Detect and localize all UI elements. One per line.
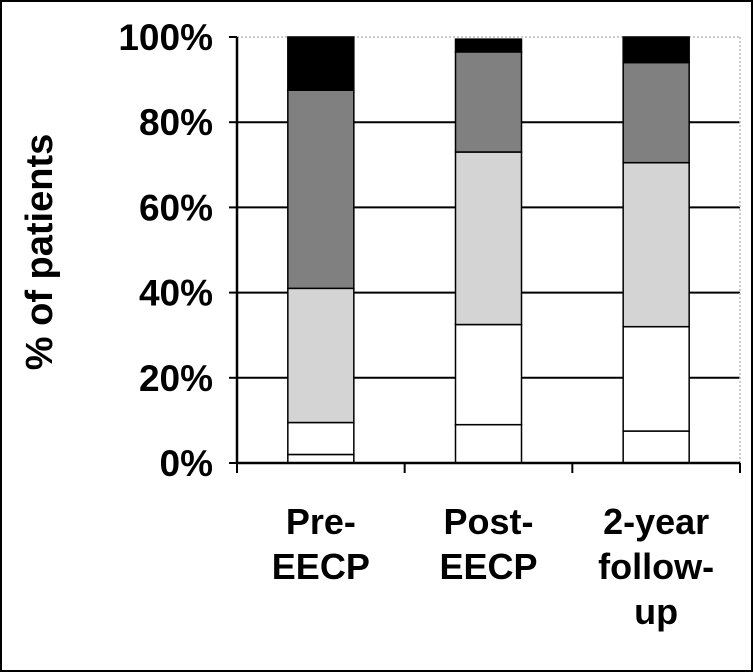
y-tick-label: 80% bbox=[139, 102, 213, 143]
y-tick-label: 20% bbox=[139, 358, 213, 399]
category-label: EECP bbox=[272, 546, 370, 587]
category-label: follow- bbox=[598, 546, 714, 587]
y-tick-label: 60% bbox=[139, 187, 213, 228]
bar-segment-2-3 bbox=[454, 151, 523, 326]
y-tick-label: 0% bbox=[160, 443, 213, 484]
y-axis-label: % of patients bbox=[19, 134, 61, 370]
bar-segment-1-4 bbox=[287, 89, 355, 290]
bar-segment-2-2 bbox=[454, 323, 523, 426]
category-label: up bbox=[634, 591, 678, 632]
y-tick-label: 40% bbox=[139, 273, 213, 314]
bar-segment-3-2 bbox=[622, 325, 690, 432]
axes bbox=[229, 36, 741, 473]
bar-segment-2-4 bbox=[454, 51, 523, 153]
category-label: Post- bbox=[444, 501, 534, 542]
bar-segment-1-3 bbox=[287, 287, 355, 424]
bar-segment-2-5 bbox=[454, 38, 523, 53]
bar-segment-3-3 bbox=[622, 161, 690, 328]
bar-segment-3-4 bbox=[622, 61, 690, 164]
bar-segment-1-2 bbox=[287, 421, 355, 456]
bars bbox=[287, 36, 690, 464]
bar-segment-1-1 bbox=[287, 453, 355, 464]
bar-segment-3-5 bbox=[622, 36, 690, 64]
bar-segment-1-5 bbox=[287, 36, 355, 91]
category-label: EECP bbox=[439, 546, 537, 587]
bar-segment-3-1 bbox=[622, 430, 690, 464]
y-tick-label: 100% bbox=[118, 17, 213, 58]
category-label: 2-year bbox=[603, 501, 709, 542]
y-tick-labels: 0% 20% 40% 60% 80% 100% bbox=[118, 17, 213, 484]
bar-segment-2-1 bbox=[454, 423, 523, 464]
category-label: Pre- bbox=[286, 501, 356, 542]
